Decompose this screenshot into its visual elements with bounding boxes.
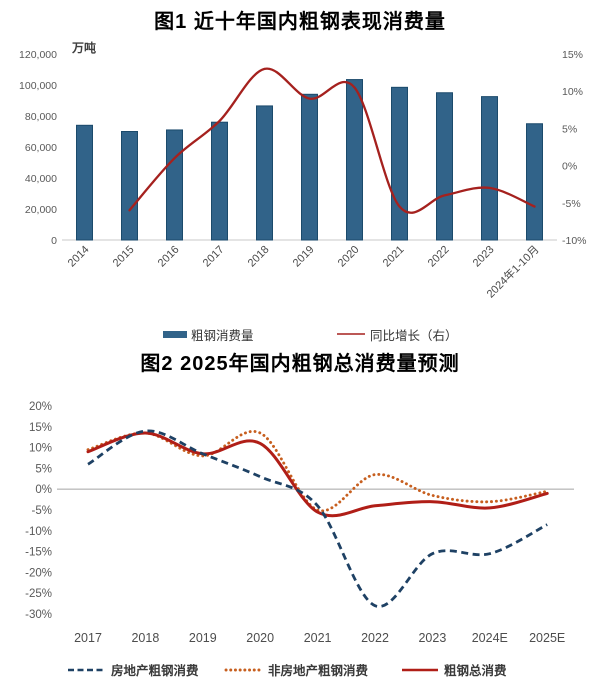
x-axis-label-2019: 2019 <box>189 631 217 645</box>
bar-2018 <box>256 105 273 241</box>
y-axis-tick-label: 10% <box>29 443 52 455</box>
figure1-title: 图1 近十年国内粗钢表现消费量 <box>154 11 446 33</box>
x-axis-label-6: 2019 <box>291 244 317 270</box>
figure1-x-axis: 2014 2015 2016 2017 2018 2019 2020 2021 2022 2023… <box>66 242 542 300</box>
y-axis-tick-label: -20% <box>25 567 52 579</box>
legend-label-non-real-estate: 非房地产粗钢消费 <box>268 663 369 678</box>
bar-2015 <box>121 131 138 241</box>
x-axis-label-2022: 2022 <box>361 631 389 645</box>
y-axis-tick-label: -30% <box>25 609 52 621</box>
x-axis-label-2018: 2018 <box>131 631 159 645</box>
y-axis-tick-label: 20% <box>29 401 52 413</box>
figure1-bars <box>76 79 543 241</box>
total-steel-line <box>86 431 549 518</box>
right-axis-tick-label: 15% <box>562 49 583 61</box>
bar-2014 <box>76 124 93 241</box>
x-axis-label-2021: 2021 <box>304 631 332 645</box>
x-axis-label-2023: 2023 <box>418 631 446 645</box>
bar-2017 <box>211 121 228 241</box>
figure1-legend: 粗钢消费量 同比增长（右） <box>163 328 458 343</box>
y-axis-tick-label: -15% <box>25 547 52 559</box>
figure1-left-axis: 0 20,000 40,000 60,000 80,000 100,000 120,000 万… <box>19 40 96 247</box>
non-real-estate-steel-line <box>86 429 549 513</box>
y-axis-tick-label: -25% <box>25 588 52 600</box>
left-axis-unit-label: 万吨 <box>71 40 96 55</box>
right-axis-tick-label: 5% <box>562 123 577 135</box>
right-axis-tick-label: -5% <box>562 198 581 210</box>
legend-label-real-estate: 房地产粗钢消费 <box>111 663 199 678</box>
bar-2023 <box>481 96 498 241</box>
x-axis-label-4: 2017 <box>201 244 227 270</box>
x-axis-label-2020: 2020 <box>246 631 274 645</box>
legend-bar-swatch-icon <box>163 331 187 338</box>
x-axis-label-3: 2016 <box>156 244 182 270</box>
x-axis-label-10: 2023 <box>471 244 497 270</box>
x-axis-label-9: 2022 <box>426 244 452 270</box>
bar-2019 <box>301 93 318 241</box>
right-axis-tick-label: -10% <box>562 235 587 247</box>
y-axis-tick-label: 5% <box>35 463 52 475</box>
figure2-title: 图2 2025年国内粗钢总消费量预测 <box>140 353 460 375</box>
bar-2024年1-10月 <box>526 123 543 241</box>
x-axis-label-8: 2021 <box>381 244 407 270</box>
y-axis-tick-label: -10% <box>25 526 52 538</box>
bar-2021 <box>391 86 408 241</box>
figure1-growth-line <box>128 67 536 214</box>
figure1-chart: 0 20,000 40,000 60,000 80,000 100,000 120,000 万… <box>19 40 587 343</box>
x-axis-label-1: 2014 <box>66 244 92 270</box>
left-axis-tick-label: 100,000 <box>19 80 57 92</box>
y-axis-tick-label: 15% <box>29 422 52 434</box>
bar-2020 <box>346 79 363 241</box>
right-axis-tick-label: 0% <box>562 161 577 173</box>
left-axis-tick-label: 80,000 <box>25 111 57 123</box>
figure2-y-axis: 20% 15% 10% 5% 0% -5% -10% -15% -20% -25% -30% <box>25 401 52 621</box>
left-axis-tick-label: 40,000 <box>25 173 57 185</box>
right-axis-tick-label: 10% <box>562 86 583 98</box>
left-axis-tick-label: 60,000 <box>25 142 57 154</box>
x-axis-label-2025E: 2025E <box>529 631 565 645</box>
figure2-chart: 20% 15% 10% 5% 0% -5% -10% -15% -20% -25% -30% 2017… <box>25 401 574 678</box>
legend-label-yoy-growth: 同比增长（右） <box>370 328 458 343</box>
real-estate-steel-line <box>87 429 548 608</box>
figure2-legend: 房地产粗钢消费 非房地产粗钢消费 粗钢总消费 <box>68 663 507 678</box>
figure2-x-axis: 2017 2018 2019 2020 2021 2022 2023 2024E 2025E <box>74 631 565 645</box>
x-axis-label-2: 2015 <box>111 244 137 270</box>
bar-2022 <box>436 92 453 241</box>
left-axis-tick-label: 120,000 <box>19 49 57 61</box>
left-axis-tick-label: 0 <box>51 235 57 247</box>
x-axis-label-2017: 2017 <box>74 631 102 645</box>
bar-2016 <box>166 129 183 241</box>
x-axis-label-2024E: 2024E <box>472 631 508 645</box>
left-axis-tick-label: 20,000 <box>25 204 57 216</box>
legend-label-total: 粗钢总消费 <box>444 663 507 678</box>
x-axis-label-7: 2020 <box>336 244 362 270</box>
figure1-right-axis: -10% -5% 0% 5% 10% 15% <box>562 49 587 247</box>
legend-label-consumption: 粗钢消费量 <box>191 329 254 343</box>
y-axis-tick-label: -5% <box>32 505 52 517</box>
x-axis-label-5: 2018 <box>246 244 272 270</box>
y-axis-tick-label: 0% <box>35 484 52 496</box>
